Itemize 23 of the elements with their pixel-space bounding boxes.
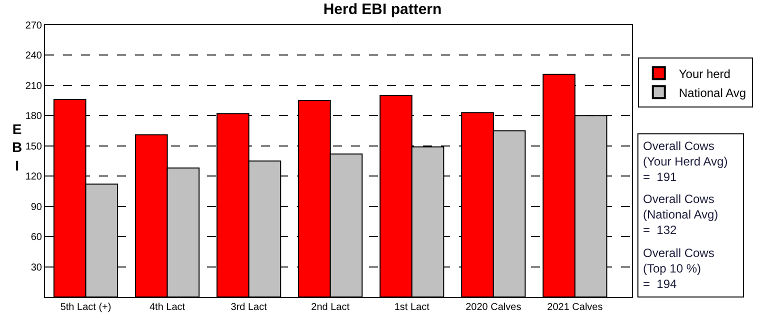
text: Overall Cows (Your Herd Avg) = 191 bbox=[643, 139, 728, 184]
y-tick-label: 120 bbox=[25, 172, 42, 183]
y-axis-title: EBI bbox=[12, 121, 22, 174]
x-tick-label: 2020 Calves bbox=[466, 302, 522, 313]
y-tick-label: 90 bbox=[30, 202, 42, 213]
x-tick-label: 1st Lact bbox=[394, 302, 430, 313]
x-tick-label: 5th Lact (+) bbox=[60, 302, 112, 313]
legend-label: Your herd bbox=[678, 66, 730, 81]
x-tick-label: 2nd Lact bbox=[311, 302, 350, 313]
y-tick-label: 30 bbox=[30, 262, 42, 274]
text: Overall Cows (National Avg) = 132 bbox=[643, 192, 718, 238]
y-tick-label: 240 bbox=[25, 50, 42, 62]
legend-label: National Avg bbox=[678, 86, 746, 100]
text: Overall Cows (Top 10 %) = 194 bbox=[643, 246, 714, 292]
y-tick-label: 180 bbox=[25, 111, 42, 122]
x-tick-label: 4th Lact bbox=[149, 302, 186, 313]
y-tick-label: 150 bbox=[25, 141, 42, 152]
chart-title: Herd EBI pattern bbox=[323, 0, 442, 18]
y-tick-label: 60 bbox=[30, 232, 42, 244]
x-tick-label: 3rd Lact bbox=[230, 302, 268, 313]
y-tick-label: 270 bbox=[25, 20, 42, 32]
y-tick-label: 210 bbox=[25, 80, 42, 92]
x-tick-label: 2021 Calves bbox=[547, 302, 603, 313]
